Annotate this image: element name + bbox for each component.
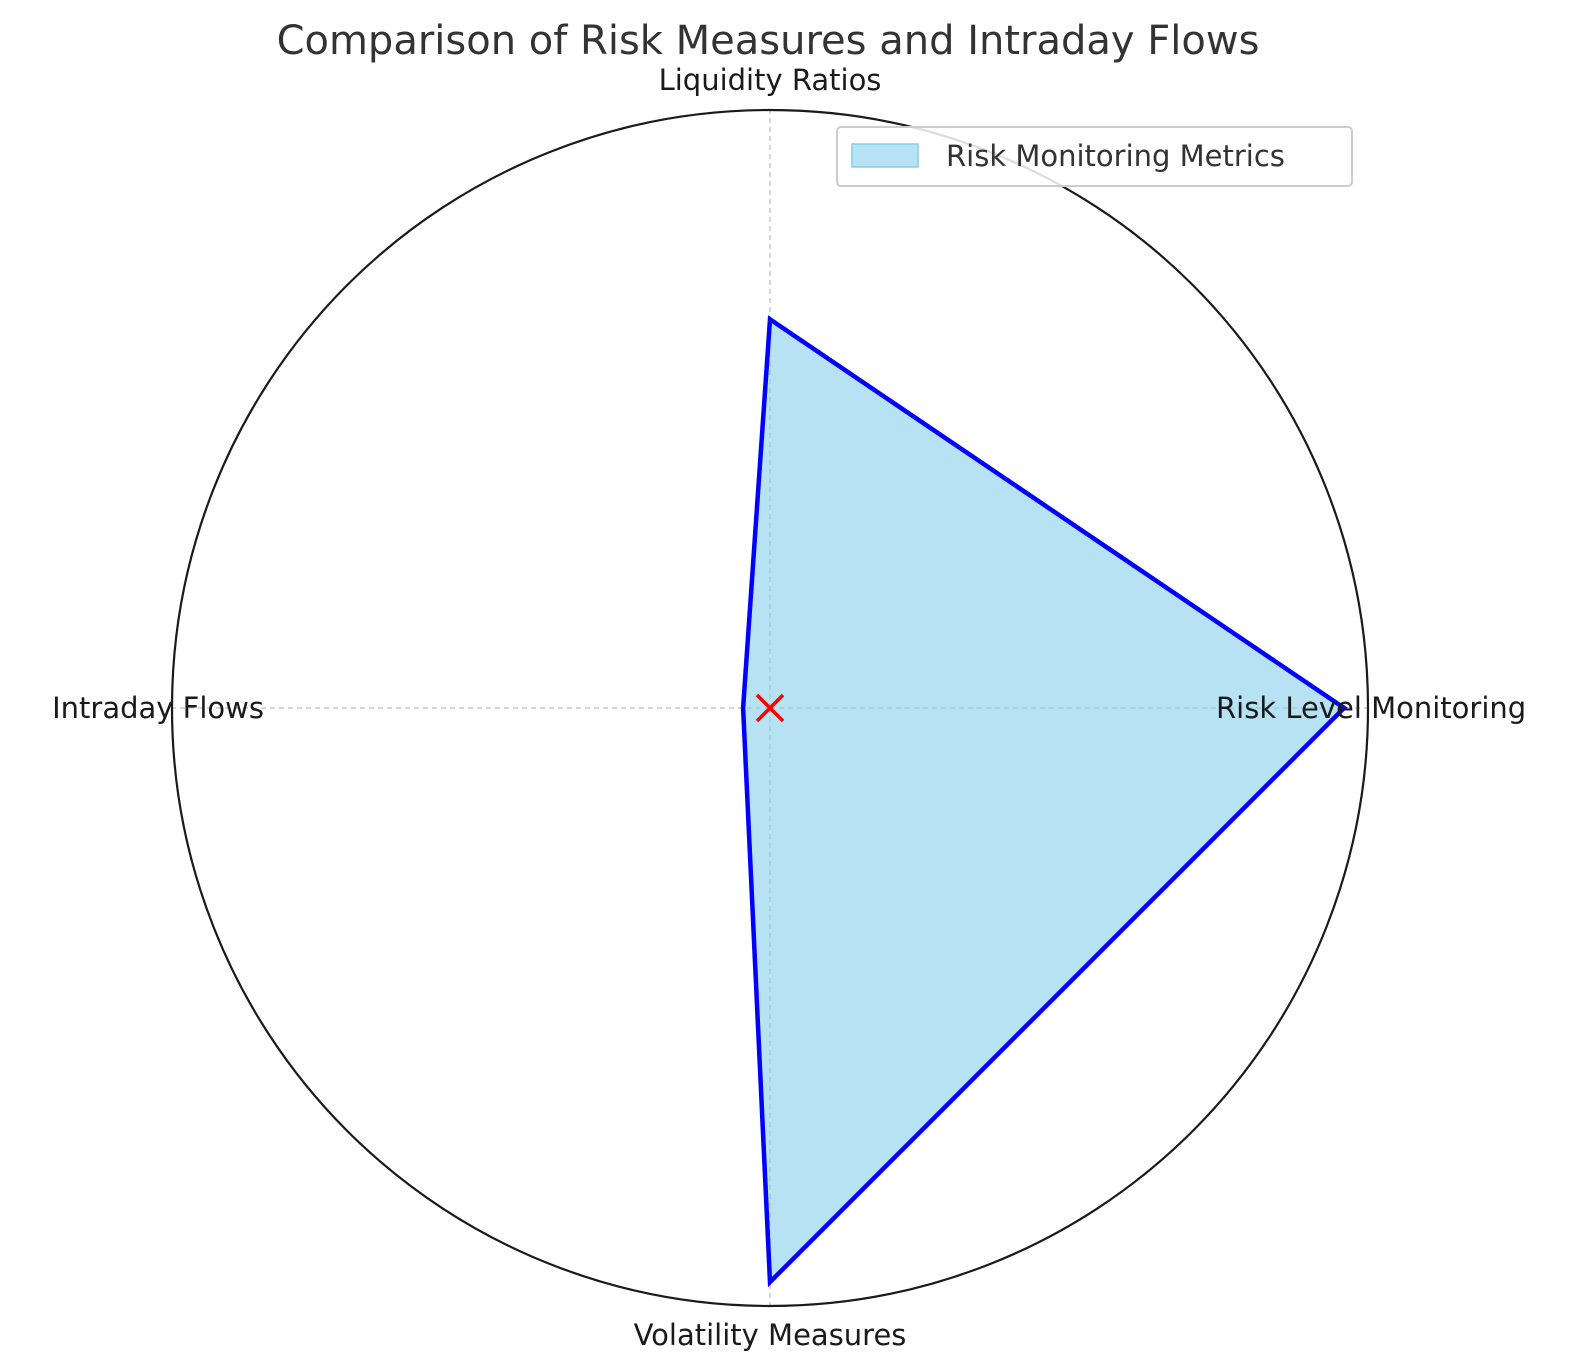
center-marker [755,693,785,723]
axis-label: Risk Level Monitoring [1216,691,1526,725]
legend-label: Risk Monitoring Metrics [946,139,1285,173]
series-fill [743,319,1345,1283]
axis-label: Liquidity Ratios [659,63,882,97]
series-layer [740,315,1348,1288]
legend-swatch [851,143,919,168]
legend: Risk Monitoring Metrics [836,126,1353,187]
legend-box [836,126,1353,187]
series-line [740,315,1348,1288]
axis-label: Volatility Measures [634,1318,907,1352]
axis-labels: Risk Level Monitoring Liquidity Ratios Int… [52,63,1526,1352]
chart-title: Comparison of Risk Measures and Intraday… [277,18,1260,64]
radar-outer-frame [170,108,1370,1308]
axis-label: Intraday Flows [52,691,264,725]
center-marker-stroke [755,693,785,723]
